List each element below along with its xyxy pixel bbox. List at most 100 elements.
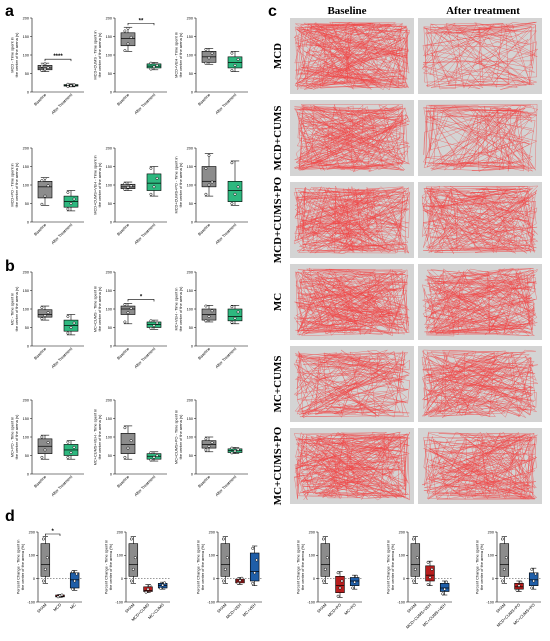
chart-13-point	[129, 579, 133, 583]
chart-15-point	[336, 571, 340, 575]
chart-12-y-label: the center of the arena (%)	[20, 543, 25, 590]
chart-14-y-tick-label: 100	[209, 554, 215, 558]
chart-16-y-tick-label: 200	[399, 530, 405, 534]
chart-11-y-label: MC+CUMS+PO - Time spent in	[173, 410, 178, 464]
chart-9-y-tick-label: 200	[23, 398, 29, 402]
chart-16-point	[426, 583, 430, 586]
chart-11-point	[233, 449, 237, 453]
chart-7-x-tick-label: Baseline	[116, 346, 131, 361]
chart-8-point	[230, 305, 234, 309]
chart-3-y-label: the center of the arena (s)	[14, 162, 19, 207]
chart-14-point	[251, 546, 255, 550]
chart-16-point	[415, 556, 419, 560]
chart-13-x-tick-label: MC+CUMS	[147, 602, 165, 620]
chart-0-y-tick-label: 150	[23, 35, 29, 39]
chart-14-point	[223, 567, 227, 571]
chart-13-point	[161, 583, 165, 587]
chart-13-point	[148, 584, 152, 588]
chart-11-point	[210, 441, 214, 444]
chart-0-point	[43, 62, 47, 66]
chart-13-point	[146, 587, 150, 591]
chart-8-point	[204, 304, 208, 308]
chart-4-y-tick-label: 100	[106, 183, 112, 187]
chart-2-point	[230, 69, 234, 72]
chart-8-y-tick-label: 150	[187, 289, 193, 293]
chart-11-y-tick-label: 0	[191, 472, 193, 476]
chart-0-y-tick-label: 100	[23, 53, 29, 57]
chart-15-point	[351, 586, 355, 590]
tracking-col-baseline: Baseline	[327, 5, 367, 17]
chart-2-y-tick-label: 200	[187, 16, 193, 20]
chart-4-point	[149, 166, 153, 170]
tracking-path-1-1	[423, 104, 539, 172]
chart-17-y-tick-label: 0	[492, 577, 494, 581]
chart-2-point	[233, 63, 237, 67]
chart-0-y-label: MCD - Time spent in	[9, 37, 14, 72]
chart-5-y-tick-label: 200	[187, 146, 193, 150]
chart-7-point	[149, 319, 153, 323]
chart-8-y-label: MC+VEH - Time spent in	[173, 288, 178, 331]
chart-5-y-label: MCD+CUMS+PO - Time spent in	[173, 156, 178, 213]
chart-8-y-tick-label: 200	[187, 270, 193, 274]
tracking-row-label-mcd-cums-po: MCD+CUMS+PO	[272, 176, 284, 263]
chart-1-y-tick-label: 150	[106, 35, 112, 39]
chart-15-y-tick-label: 0	[313, 577, 315, 581]
chart-10-point	[155, 454, 159, 457]
chart-10-x-tick-label: Baseline	[116, 474, 131, 489]
chart-3-point	[43, 194, 47, 198]
chart-7-point	[155, 321, 159, 325]
chart-14-y-label: the center of the arena (%)	[200, 543, 205, 590]
chart-9-point	[69, 451, 73, 454]
chart-1-point	[123, 29, 127, 33]
chart-16-point	[445, 580, 449, 584]
chart-3-point	[43, 176, 47, 180]
panel-letter-d: d	[5, 508, 15, 525]
chart-17-y-tick-label: 100	[488, 554, 494, 558]
chart-0-significance-bracket	[44, 58, 72, 62]
chart-15-y-label: the center of the arena (%)	[300, 543, 305, 590]
chart-6-y-tick-label: 150	[23, 289, 29, 293]
chart-17-point	[504, 556, 508, 560]
chart-1-y-tick-label: 200	[106, 16, 112, 20]
chart-15-point	[355, 574, 359, 578]
chart-17-box-MC+CUMS+PO	[528, 572, 539, 586]
chart-1-significance-bracket	[127, 22, 155, 26]
chart-7-point	[123, 303, 127, 307]
chart-9-x-tick-label: Baseline	[33, 474, 48, 489]
chart-10-point	[129, 439, 133, 443]
chart-13-y-tick-label: 200	[117, 530, 123, 534]
chart-12-point	[73, 579, 77, 583]
chart-10-point	[149, 451, 153, 454]
chart-0-x-tick-label: After Treatment	[50, 92, 74, 116]
chart-8-point	[210, 309, 214, 313]
chart-8-x-tick-label: Baseline	[197, 346, 212, 361]
chart-13-box-SHAM	[128, 543, 139, 577]
chart-14-x-tick-label: MC+VEH	[241, 602, 256, 617]
chart-6-point	[40, 306, 44, 309]
chart-13-point	[159, 587, 163, 590]
chart-15-y-tick-label: 200	[309, 530, 315, 534]
chart-14-point	[253, 571, 257, 575]
chart-17-point	[534, 572, 538, 576]
chart-1-x-tick-label: Baseline	[116, 92, 131, 107]
chart-2-y-tick-label: 150	[187, 35, 193, 39]
chart-8-point	[204, 319, 208, 323]
tracking-path-3-1	[421, 267, 538, 337]
chart-10-y-tick-label: 150	[106, 417, 112, 421]
chart-17-point	[517, 584, 521, 588]
chart-0-point	[46, 66, 50, 70]
chart-12-y-tick-label: 200	[29, 530, 35, 534]
chart-8-point	[230, 320, 234, 324]
chart-17-point	[530, 586, 534, 590]
chart-6-point	[43, 314, 47, 318]
chart-11-y-tick-label: 50	[189, 454, 193, 458]
chart-2-point	[207, 56, 211, 60]
chart-4-point	[123, 187, 127, 191]
chart-9-y-tick-label: 50	[25, 454, 29, 458]
chart-14-point	[236, 581, 240, 585]
chart-13-y-label: the center of the arena (%)	[108, 543, 113, 590]
chart-7-point	[152, 324, 156, 328]
chart-1-y-tick-label: 100	[106, 53, 112, 57]
chart-5-x-tick-label: After Treatment	[214, 222, 238, 246]
